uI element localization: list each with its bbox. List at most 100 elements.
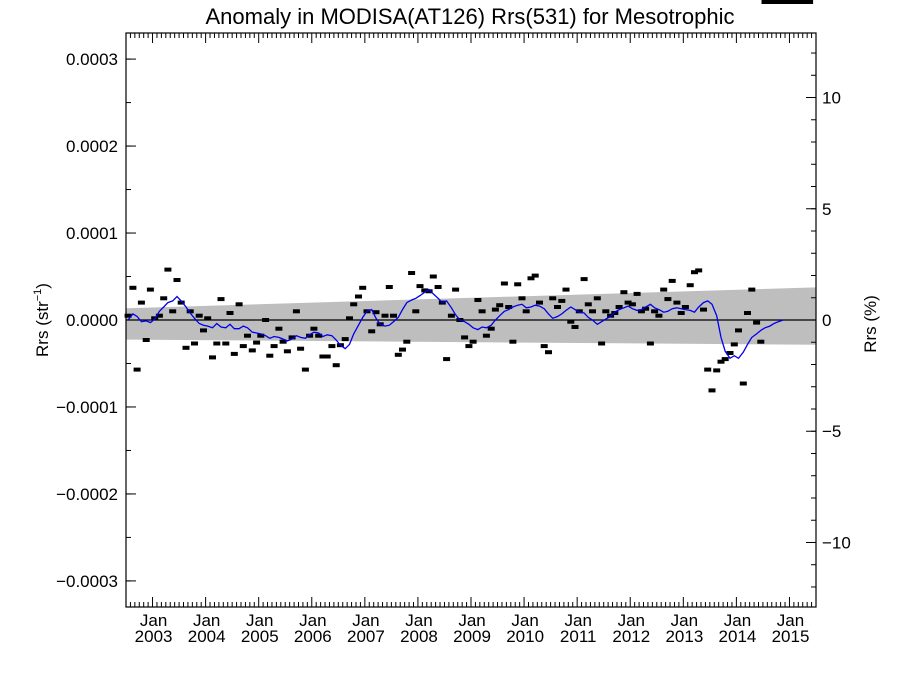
anomaly-point bbox=[589, 309, 596, 314]
anomaly-point bbox=[681, 305, 689, 309]
anomaly-point bbox=[660, 287, 668, 292]
anomaly-point bbox=[602, 309, 610, 314]
anomaly-point bbox=[416, 284, 424, 289]
anomaly-point bbox=[217, 297, 225, 302]
anomaly-point bbox=[726, 351, 734, 355]
anomaly-point bbox=[713, 368, 721, 373]
anomaly-point bbox=[774, 0, 782, 4]
y-axis-label: Rrs (str−1) bbox=[32, 283, 52, 357]
x-tick-year-label: 2006 bbox=[294, 627, 332, 646]
anomaly-point bbox=[646, 341, 654, 346]
anomaly-point bbox=[319, 354, 327, 359]
anomaly-point bbox=[637, 309, 645, 314]
anomaly-point bbox=[704, 367, 712, 372]
anomaly-point bbox=[306, 333, 314, 338]
anomaly-point bbox=[655, 313, 663, 318]
anomaly-point bbox=[200, 328, 207, 333]
anomaly-point bbox=[266, 353, 274, 358]
anomaly-point bbox=[509, 339, 517, 344]
anomaly-point bbox=[332, 363, 340, 368]
y2-axis-label: Rrs (%) bbox=[861, 295, 880, 353]
anomaly-point bbox=[801, 0, 809, 4]
anomaly-point bbox=[651, 309, 659, 314]
trend-band-layer bbox=[126, 287, 816, 345]
anomaly-point bbox=[783, 0, 791, 4]
anomaly-point bbox=[518, 296, 526, 301]
anomaly-point bbox=[323, 354, 331, 359]
y-tick-label: 0.0000 bbox=[66, 311, 118, 330]
anomaly-point bbox=[575, 309, 583, 314]
anomaly-point bbox=[443, 357, 451, 362]
anomaly-point bbox=[385, 285, 393, 289]
x-tick-month-label: Jan bbox=[671, 611, 698, 630]
anomaly-point bbox=[686, 283, 694, 288]
x-tick-month-label: Jan bbox=[299, 611, 326, 630]
anomaly-point bbox=[230, 351, 238, 356]
anomaly-point bbox=[797, 0, 805, 4]
anomaly-point bbox=[146, 287, 154, 292]
anomaly-point bbox=[624, 300, 632, 305]
anomaly-point bbox=[155, 313, 163, 318]
anomaly-point bbox=[235, 302, 243, 307]
anomaly-point bbox=[408, 271, 416, 275]
anomaly-point bbox=[452, 287, 460, 292]
anomaly-point bbox=[447, 313, 455, 318]
x-tick-month-label: Jan bbox=[565, 611, 592, 630]
anomaly-point bbox=[474, 298, 482, 302]
anomaly-point bbox=[567, 319, 575, 324]
anomaly-point bbox=[209, 355, 216, 360]
y2-tick-label: 5 bbox=[822, 200, 831, 219]
anomaly-point bbox=[628, 302, 636, 307]
anomaly-point bbox=[195, 313, 203, 318]
anomaly-point bbox=[164, 267, 172, 272]
anomaly-point bbox=[549, 296, 557, 301]
anomaly-point bbox=[292, 309, 300, 314]
x-tick-year-label: 2011 bbox=[560, 627, 597, 646]
anomaly-point bbox=[527, 276, 535, 281]
y2-axis-label-text: Rrs (%) bbox=[861, 295, 880, 353]
anomaly-point bbox=[173, 278, 181, 282]
anomaly-point bbox=[593, 296, 601, 301]
x-tick-year-label: 2009 bbox=[453, 627, 491, 646]
anomaly-point bbox=[275, 326, 283, 331]
y-axis-label-superscript: −1 bbox=[32, 289, 44, 302]
anomaly-point bbox=[328, 344, 336, 349]
anomaly-point bbox=[598, 341, 606, 346]
x-tick-month-label: Jan bbox=[246, 611, 273, 630]
y2-tick-label: 10 bbox=[822, 89, 841, 108]
anomaly-point bbox=[531, 273, 539, 278]
anomaly-point bbox=[673, 300, 681, 305]
x-tick-year-label: 2007 bbox=[347, 627, 385, 646]
anomaly-point bbox=[642, 306, 650, 311]
anomaly-point bbox=[514, 282, 522, 287]
anomaly-point bbox=[580, 277, 588, 282]
x-tick-year-label: 2008 bbox=[400, 627, 438, 646]
anomaly-point bbox=[257, 333, 265, 338]
chart-title: Anomaly in MODISA(AT126) Rrs(531) for Me… bbox=[206, 4, 735, 29]
anomaly-point bbox=[381, 313, 389, 318]
anomaly-point bbox=[545, 350, 552, 355]
anomaly-point bbox=[465, 344, 473, 349]
y-tick-label: 0.0002 bbox=[66, 137, 118, 156]
anomaly-point bbox=[615, 305, 623, 309]
y2-tick-label: −5 bbox=[822, 422, 841, 441]
anomaly-point bbox=[691, 270, 698, 275]
anomaly-point bbox=[461, 335, 469, 340]
anomaly-point bbox=[730, 342, 738, 347]
anomaly-point bbox=[222, 341, 230, 346]
anomaly-point bbox=[399, 347, 406, 352]
anomaly-point bbox=[562, 287, 570, 292]
y-tick-label: 0.0003 bbox=[66, 50, 118, 69]
anomaly-point bbox=[788, 0, 796, 4]
anomaly-point bbox=[204, 316, 212, 321]
anomaly-point bbox=[482, 333, 490, 338]
anomaly-point bbox=[142, 338, 150, 342]
anomaly-point bbox=[429, 274, 437, 279]
anomaly-point bbox=[744, 311, 751, 315]
anomaly-point bbox=[487, 326, 495, 331]
y-tick-label: −0.0001 bbox=[56, 398, 118, 417]
y2-tick-label: −10 bbox=[822, 533, 851, 552]
anomaly-point bbox=[394, 352, 402, 357]
anomaly-point bbox=[708, 388, 716, 393]
anomaly-point bbox=[129, 285, 137, 290]
